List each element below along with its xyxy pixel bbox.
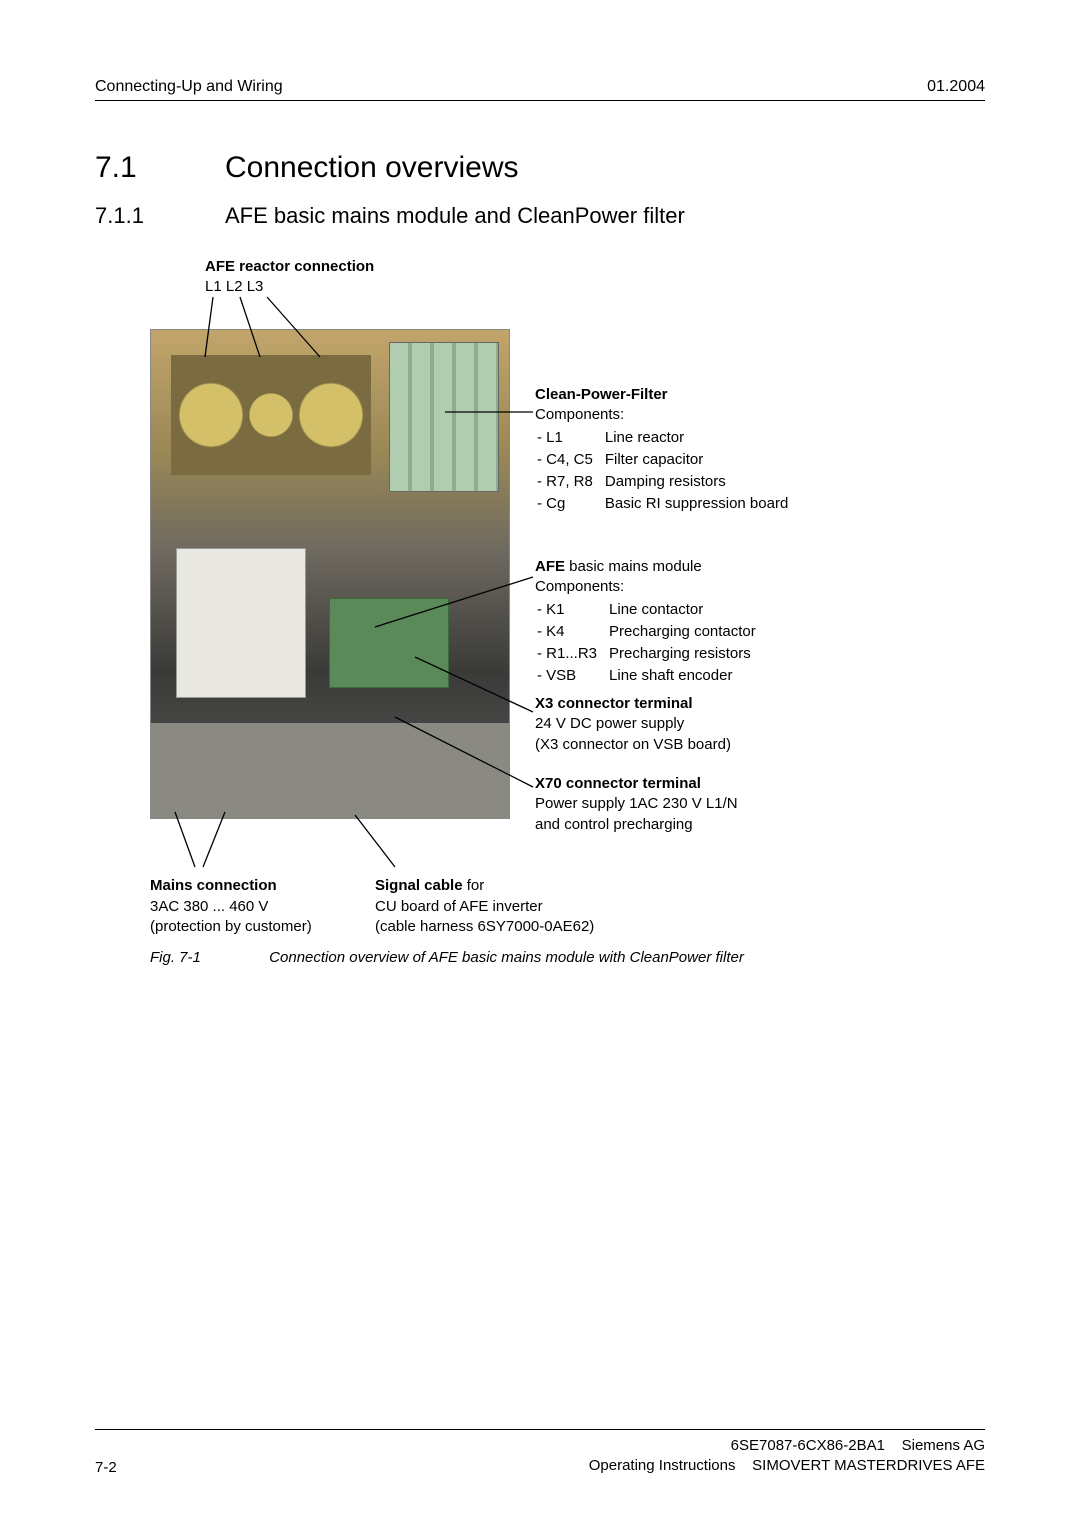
figure-area: AFE reactor connection L1 L2 L3 Clean-Po… [95,257,985,937]
subsection-title: AFE basic mains module and CleanPower fi… [225,203,685,229]
mains-title: Mains connection [150,876,375,896]
afe-table: - K1Line contactor - K4Precharging conta… [535,598,768,689]
mains-line1: 3AC 380 ... 460 V [150,897,375,917]
page-number: 7-2 [95,1459,117,1476]
afe-module-callout: AFE basic mains module Components: - K1L… [535,557,768,689]
x3-callout: X3 connector terminal 24 V DC power supp… [535,694,731,755]
signal-line2: (cable harness 6SY7000-0AE62) [375,917,675,937]
clean-power-filter-callout: Clean-Power-Filter Components: - L1Line … [535,385,800,517]
signal-cable-label: Signal cable for CU board of AFE inverte… [375,876,675,937]
subsection-heading: 7.1.1 AFE basic mains module and CleanPo… [95,203,985,229]
x3-title: X3 connector terminal [535,694,731,714]
mains-connection-label: Mains connection 3AC 380 ... 460 V (prot… [150,876,375,937]
mains-line2: (protection by customer) [150,917,375,937]
footer-line1: 6SE7087-6CX86-2BA1 Siemens AG [589,1436,985,1456]
figure-number: Fig. 7-1 [150,949,265,966]
page-header: Connecting-Up and Wiring 01.2004 [95,78,985,101]
signal-line1: CU board of AFE inverter [375,897,675,917]
x3-line1: 24 V DC power supply [535,714,731,734]
afe-reactor-title: AFE reactor connection [205,257,374,277]
section-title: Connection overviews [225,151,518,185]
afe-subtitle: Components: [535,577,768,597]
x70-callout: X70 connector terminal Power supply 1AC … [535,774,738,835]
x70-line2: and control precharging [535,815,738,835]
cpf-subtitle: Components: [535,405,800,425]
page-footer: 7-2 6SE7087-6CX86-2BA1 Siemens AG Operat… [95,1429,985,1477]
cpf-table: - L1Line reactor - C4, C5Filter capacito… [535,426,800,517]
figure-caption-text: Connection overview of AFE basic mains m… [269,949,744,966]
afe-reactor-phases: L1 L2 L3 [205,277,374,297]
header-right: 01.2004 [927,78,985,96]
figure-caption: Fig. 7-1 Connection overview of AFE basi… [150,949,985,966]
x70-title: X70 connector terminal [535,774,738,794]
signal-title: Signal cable for [375,876,675,896]
section-heading: 7.1 Connection overviews [95,151,985,185]
subsection-number: 7.1.1 [95,203,225,229]
cpf-title: Clean-Power-Filter [535,385,800,405]
afe-title: AFE basic mains module [535,557,768,577]
x70-line1: Power supply 1AC 230 V L1/N [535,794,738,814]
module-photo [150,329,510,819]
section-number: 7.1 [95,151,225,185]
x3-line2: (X3 connector on VSB board) [535,735,731,755]
header-left: Connecting-Up and Wiring [95,78,283,96]
footer-line2: Operating Instructions SIMOVERT MASTERDR… [589,1456,985,1476]
afe-reactor-label: AFE reactor connection L1 L2 L3 [205,257,374,298]
